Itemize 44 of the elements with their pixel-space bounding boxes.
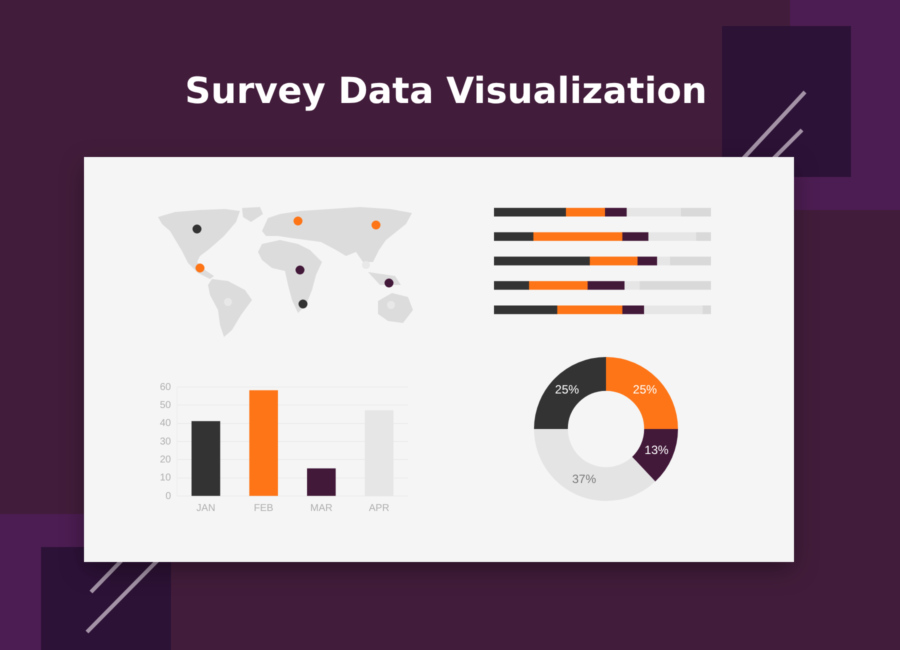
y-tick-label: 30 — [160, 436, 172, 448]
bar — [586, 281, 625, 290]
bar — [589, 256, 638, 266]
bar — [249, 390, 278, 496]
bar — [695, 232, 711, 241]
y-tick-label: 20 — [160, 454, 172, 466]
bar — [636, 256, 658, 266]
y-tick-label: 10 — [160, 472, 172, 484]
y-tick-label: 40 — [160, 418, 172, 430]
x-tick-label: APR — [368, 502, 390, 514]
data-label: 25% — [632, 382, 658, 396]
bar — [494, 256, 590, 266]
chart-title: Survey Data Visualization — [184, 70, 708, 114]
bar — [494, 232, 534, 241]
y-tick-label: 60 — [160, 382, 172, 393]
bar — [604, 208, 627, 217]
bar — [626, 208, 681, 217]
bar — [656, 256, 670, 266]
bar — [494, 305, 558, 314]
bar — [669, 256, 711, 266]
bar — [565, 208, 605, 217]
x-tick-label: MAR — [310, 502, 332, 514]
bar — [307, 468, 336, 496]
bar — [639, 281, 711, 290]
y-tick-label: 0 — [165, 490, 172, 502]
y-tick-label: 50 — [160, 400, 172, 411]
bar — [494, 208, 566, 217]
bar — [532, 232, 622, 241]
data-label: 37% — [572, 472, 596, 486]
bar — [528, 281, 588, 290]
bar — [680, 208, 711, 217]
bar — [192, 421, 220, 496]
x-tick-label: FEB — [254, 502, 274, 514]
bar — [624, 281, 640, 290]
bar — [622, 232, 648, 241]
data-label: 13% — [644, 443, 669, 458]
bar — [622, 305, 644, 314]
bar — [643, 305, 703, 314]
bar — [648, 232, 696, 241]
bar — [494, 281, 530, 290]
data-label: 25% — [555, 382, 580, 396]
x-tick-label: JAN — [196, 502, 216, 514]
bar — [556, 305, 622, 314]
bar — [702, 305, 711, 314]
